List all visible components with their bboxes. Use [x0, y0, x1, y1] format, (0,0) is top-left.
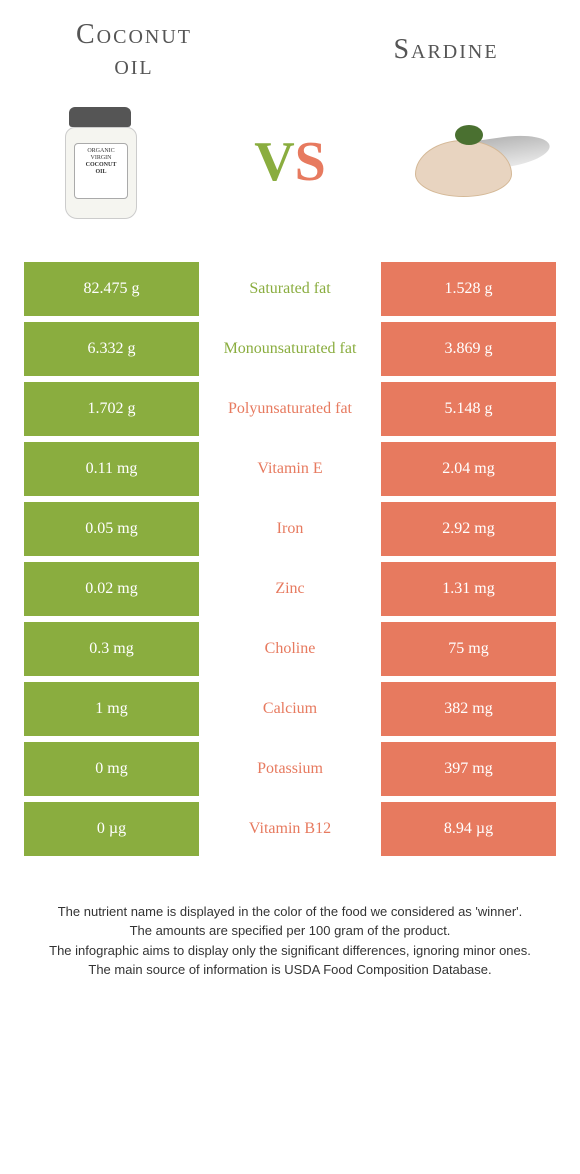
coconut-oil-jar-icon: ORGANIC VIRGIN COCONUT OIL [65, 107, 135, 217]
right-value: 5.148 g [381, 382, 556, 436]
table-row: 0 µgVitamin B128.94 µg [24, 802, 556, 856]
left-value: 0.11 mg [24, 442, 199, 496]
left-value: 0.02 mg [24, 562, 199, 616]
right-product-title: Sardine [342, 35, 550, 66]
left-value: 0.05 mg [24, 502, 199, 556]
left-title-line2: oil [114, 50, 153, 81]
footer-notes: The nutrient name is displayed in the co… [0, 862, 580, 980]
left-value: 0 mg [24, 742, 199, 796]
nutrient-name: Monounsaturated fat [199, 322, 381, 376]
left-value: 0.3 mg [24, 622, 199, 676]
nutrient-name: Iron [199, 502, 381, 556]
vs-v: V [254, 131, 294, 193]
header-titles: Coconut oil Sardine [0, 20, 580, 82]
right-value: 3.869 g [381, 322, 556, 376]
footer-line: The amounts are specified per 100 gram o… [40, 921, 540, 941]
left-value: 6.332 g [24, 322, 199, 376]
right-value: 382 mg [381, 682, 556, 736]
nutrient-name: Calcium [199, 682, 381, 736]
nutrient-name: Saturated fat [199, 262, 381, 316]
left-value: 82.475 g [24, 262, 199, 316]
right-value: 2.04 mg [381, 442, 556, 496]
comparison-table: 82.475 gSaturated fat1.528 g 6.332 gMonou… [0, 262, 580, 856]
right-value: 75 mg [381, 622, 556, 676]
footer-line: The main source of information is USDA F… [40, 960, 540, 980]
vs-row: ORGANIC VIRGIN COCONUT OIL VS [0, 82, 580, 262]
table-row: 1.702 gPolyunsaturated fat5.148 g [24, 382, 556, 436]
nutrient-name: Vitamin E [199, 442, 381, 496]
table-row: 0.11 mgVitamin E2.04 mg [24, 442, 556, 496]
table-row: 0 mgPotassium397 mg [24, 742, 556, 796]
nutrient-name: Potassium [199, 742, 381, 796]
right-value: 397 mg [381, 742, 556, 796]
footer-line: The nutrient name is displayed in the co… [40, 902, 540, 922]
footer-line: The infographic aims to display only the… [40, 941, 540, 961]
table-row: 0.02 mgZinc1.31 mg [24, 562, 556, 616]
table-row: 82.475 gSaturated fat1.528 g [24, 262, 556, 316]
left-product-image: ORGANIC VIRGIN COCONUT OIL [30, 92, 170, 232]
nutrient-name: Vitamin B12 [199, 802, 381, 856]
nutrient-name: Choline [199, 622, 381, 676]
right-value: 2.92 mg [381, 502, 556, 556]
infographic: Coconut oil Sardine ORGANIC VIRGIN COCON… [0, 0, 580, 1020]
left-value: 1 mg [24, 682, 199, 736]
nutrient-name: Zinc [199, 562, 381, 616]
vs-s: S [295, 131, 326, 193]
left-value: 0 µg [24, 802, 199, 856]
sardine-icon [410, 117, 550, 207]
vs-label: VS [170, 130, 410, 194]
table-row: 0.05 mgIron2.92 mg [24, 502, 556, 556]
table-row: 6.332 gMonounsaturated fat3.869 g [24, 322, 556, 376]
right-value: 1.31 mg [381, 562, 556, 616]
table-row: 1 mgCalcium382 mg [24, 682, 556, 736]
right-value: 1.528 g [381, 262, 556, 316]
table-row: 0.3 mgCholine75 mg [24, 622, 556, 676]
nutrient-name: Polyunsaturated fat [199, 382, 381, 436]
left-product-title: Coconut oil [30, 20, 238, 82]
right-product-image [410, 92, 550, 232]
right-value: 8.94 µg [381, 802, 556, 856]
left-value: 1.702 g [24, 382, 199, 436]
left-title-line1: Coconut [76, 19, 192, 50]
